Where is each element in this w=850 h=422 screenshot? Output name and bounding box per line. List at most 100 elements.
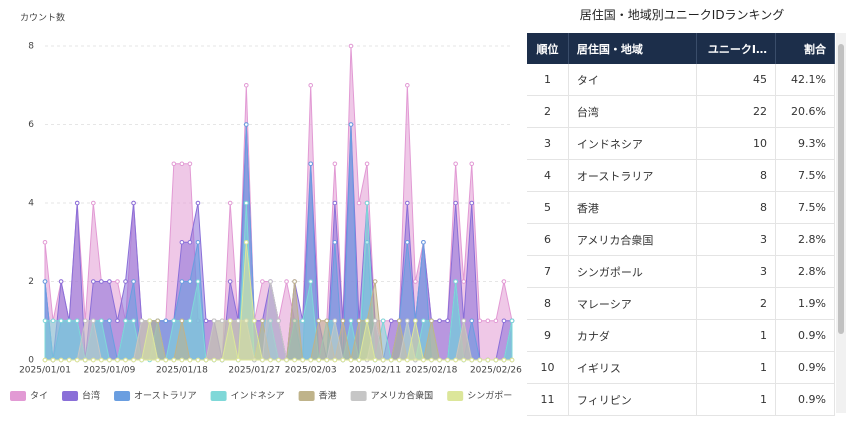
x-tick-label: 2025/01/09 (83, 366, 135, 376)
point (115, 357, 120, 363)
point (332, 161, 338, 167)
point (171, 161, 177, 167)
point (195, 200, 201, 206)
table-cell: 7.5% (775, 159, 835, 192)
point (58, 357, 64, 363)
point (187, 357, 193, 363)
legend-swatch (447, 391, 464, 401)
point (477, 318, 483, 324)
point (316, 318, 322, 324)
x-tick-label: 2025/02/03 (285, 366, 337, 376)
legend-swatch (62, 391, 79, 401)
table-cell: 7 (527, 255, 569, 288)
point (509, 318, 515, 324)
scroll-thumb[interactable] (838, 44, 844, 334)
point (58, 318, 64, 324)
table-cell: 1.9% (775, 287, 835, 320)
table-cell: 10 (527, 351, 569, 384)
point (74, 318, 80, 324)
point (211, 357, 217, 363)
point (42, 357, 48, 363)
point (469, 357, 475, 363)
x-tick-label: 2025/01/18 (156, 366, 208, 376)
point (429, 318, 434, 324)
point (421, 318, 426, 324)
point (268, 357, 273, 363)
point (123, 318, 128, 324)
table-cell: 2 (527, 95, 569, 128)
x-tick-label: 2025/02/11 (349, 366, 401, 376)
legend-label: インドネシア (231, 391, 285, 402)
point (364, 200, 370, 206)
point (42, 239, 48, 245)
table-cell: 1 (696, 319, 777, 352)
point (179, 279, 185, 284)
point (115, 318, 120, 324)
point (308, 357, 314, 363)
point (187, 239, 193, 245)
point (187, 161, 193, 167)
point (91, 200, 96, 206)
table-cell: カナダ (568, 319, 698, 352)
y-tick-label: 2 (28, 277, 34, 287)
point (203, 318, 209, 324)
point (501, 357, 507, 363)
point (42, 279, 48, 284)
point (324, 357, 330, 363)
table-row: 1 タイ 45 42.1% (527, 64, 835, 96)
point (340, 357, 346, 363)
point (99, 357, 104, 363)
table-row: 5 香港 8 7.5% (527, 191, 835, 224)
point (227, 318, 233, 324)
y-tick-label: 4 (28, 199, 34, 209)
legend-swatch (298, 391, 315, 401)
point (308, 279, 314, 284)
point (364, 318, 370, 324)
y-axis-title: カウント数 (20, 12, 65, 24)
point (268, 279, 273, 284)
point (437, 318, 442, 324)
point (396, 318, 402, 324)
point (284, 279, 289, 284)
point (243, 82, 249, 88)
point (91, 357, 96, 363)
point (66, 318, 72, 324)
legend-swatch (10, 391, 26, 401)
x-tick-label: 2025/01/01 (19, 366, 71, 376)
table-row: 2 台湾 22 20.6% (527, 95, 835, 128)
point (509, 357, 515, 363)
table-cell: 1 (696, 351, 777, 384)
table-cell: 11 (527, 383, 569, 416)
point (348, 357, 354, 363)
point (300, 357, 305, 363)
point (260, 357, 265, 363)
point (405, 200, 410, 206)
point (195, 357, 201, 363)
point (348, 122, 354, 127)
point (501, 279, 507, 284)
point (195, 239, 201, 245)
table-cell: 7.5% (775, 191, 835, 224)
legend-label: タイ (30, 391, 48, 402)
point (74, 200, 80, 206)
table-cell: 9.3% (775, 127, 835, 160)
point (131, 318, 136, 324)
point (453, 357, 458, 363)
point (58, 279, 64, 284)
point (260, 279, 265, 284)
point (195, 279, 201, 284)
point (91, 318, 96, 324)
table-cell: 2 (696, 287, 777, 320)
point (66, 357, 72, 363)
legend-swatch (350, 391, 367, 401)
table-cell: 0.9% (775, 351, 835, 384)
point (332, 357, 338, 363)
point (74, 357, 80, 363)
point (131, 279, 136, 284)
point (123, 279, 128, 284)
chart: カウント数 0 2 4 6 8 2025/01/01 2025/01/09 2025/01/1… (10, 12, 522, 402)
point (445, 318, 450, 324)
table-cell: 9 (527, 319, 569, 352)
table-cell: タイ (568, 64, 698, 96)
